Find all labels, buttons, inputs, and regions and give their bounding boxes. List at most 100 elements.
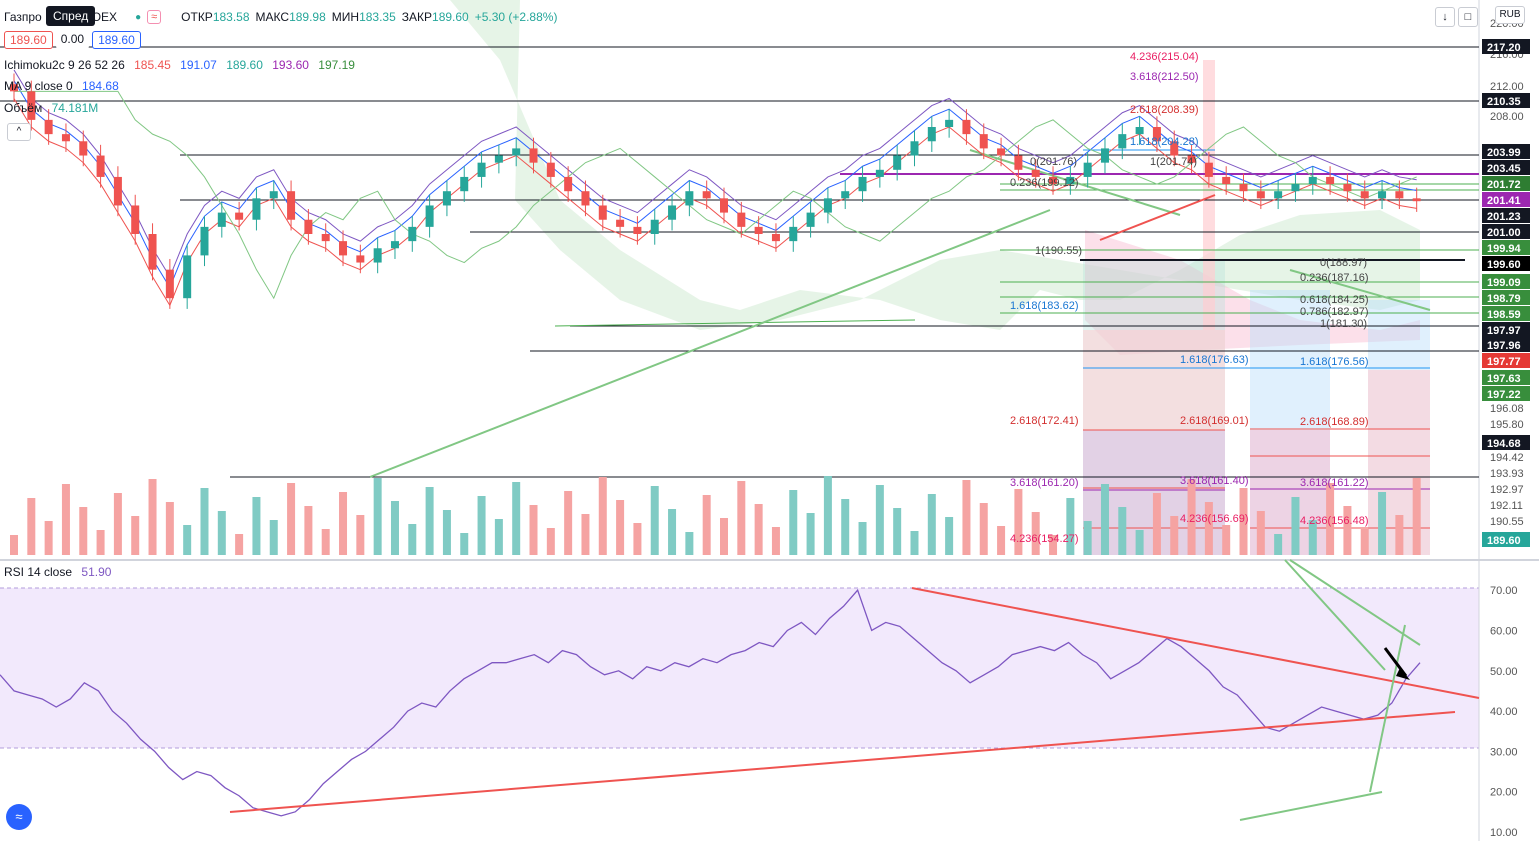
- tradingview-logo-icon[interactable]: ≈: [6, 804, 32, 830]
- candle-body: [131, 205, 140, 234]
- price-label: 198.79: [1487, 293, 1521, 305]
- ma-label: MA 9 close 0: [4, 79, 73, 93]
- fib-level-label: 0(188.97): [1320, 257, 1367, 269]
- volume-bar: [1187, 479, 1196, 555]
- ichimoku-legend[interactable]: Ichimoku2c 9 26 52 26 185.45 191.07 189.…: [4, 58, 361, 72]
- rsi-green-line-2[interactable]: [1289, 559, 1421, 646]
- collapse-legend-button[interactable]: ^: [7, 123, 31, 141]
- candle-body: [1014, 155, 1023, 170]
- volume-bar: [771, 527, 780, 555]
- fib-level-label: 3.618(161.22): [1300, 477, 1369, 489]
- price-label: 201.00: [1487, 227, 1521, 239]
- rsi-legend[interactable]: RSI 14 close 51.90: [4, 565, 117, 579]
- fib-level-label: 0.786(182.97): [1300, 306, 1369, 318]
- volume-bar: [720, 518, 728, 555]
- ask-button[interactable]: 189.60: [92, 31, 141, 49]
- volume-bar: [1343, 506, 1352, 555]
- rsi-support-line[interactable]: [229, 711, 1456, 813]
- volume-bar: [512, 482, 521, 555]
- volume-bar: [1326, 483, 1335, 555]
- price-label: 197.96: [1487, 340, 1521, 352]
- candle-body: [685, 191, 694, 206]
- price-label-bg: [1482, 224, 1530, 239]
- rsi-resistance-line[interactable]: [911, 587, 1480, 699]
- volume-bar: [460, 533, 469, 555]
- volume-bar: [789, 490, 798, 555]
- candle-body: [841, 191, 850, 199]
- price-label: 203.99: [1487, 147, 1521, 159]
- candle-body: [598, 205, 607, 220]
- rsi-green-line-3[interactable]: [1369, 624, 1406, 793]
- candle-body: [910, 141, 919, 156]
- candle-body: [1170, 141, 1179, 156]
- volume-bar: [754, 504, 763, 555]
- candle-body: [806, 212, 815, 227]
- volume-value: 74.181M: [51, 101, 99, 115]
- candle-body: [616, 219, 625, 227]
- price-tick: 193.93: [1490, 468, 1524, 480]
- price-label: 197.22: [1487, 389, 1521, 401]
- trendline-green[interactable]: [369, 209, 1051, 478]
- candle-body: [339, 241, 348, 256]
- volume-legend[interactable]: Объём 74.181M: [4, 101, 104, 115]
- price-label-bg: [1482, 160, 1530, 175]
- fib-level-label: 2.618(208.39): [1130, 104, 1199, 116]
- volume-bar: [442, 510, 451, 555]
- candle-body: [1187, 155, 1196, 163]
- price-label-bg: [1482, 337, 1530, 352]
- candle-body: [61, 134, 70, 142]
- price-tick: 190.55: [1490, 516, 1524, 528]
- trendline-green-3[interactable]: [1289, 269, 1431, 311]
- volume-bar: [165, 502, 174, 555]
- rsi-label: RSI 14 close: [4, 565, 73, 579]
- ohlc-open: ОТКР183.58: [181, 10, 249, 24]
- fib-level-label: 2.618(168.89): [1300, 416, 1369, 428]
- candle-body: [1204, 162, 1213, 177]
- candle-body: [1291, 184, 1300, 192]
- volume-bar: [806, 513, 815, 555]
- volume-bar: [1014, 489, 1023, 555]
- fib-level-label: 1.618(176.56): [1300, 356, 1369, 368]
- rsi-tick: 20.00: [1490, 787, 1518, 799]
- currency-button[interactable]: RUB: [1495, 6, 1525, 24]
- volume-bar: [1256, 511, 1265, 555]
- price-axis[interactable]: 220.00216.00212.00208.00196.08195.80194.…: [1482, 18, 1530, 547]
- candle-body: [373, 248, 382, 263]
- fib-zone-upper: [1203, 60, 1215, 330]
- price-label-bg: [1482, 240, 1530, 255]
- rsi-axis[interactable]: 70.00 60.00 50.00 40.00 30.00 20.00 10.00: [1490, 585, 1518, 839]
- volume-bar: [702, 495, 711, 555]
- trendline-red[interactable]: [1099, 194, 1216, 241]
- candle-body: [165, 269, 174, 299]
- bid-button[interactable]: 189.60: [4, 31, 53, 49]
- download-icon[interactable]: ↓: [1435, 7, 1455, 27]
- candle-body: [546, 162, 555, 177]
- fib-level-label: 1.618(204.28): [1130, 136, 1199, 148]
- volume-bar: [841, 499, 850, 555]
- candle-body: [217, 212, 226, 227]
- candle-body: [754, 226, 763, 234]
- ohlc-low: МИН183.35: [332, 10, 396, 24]
- volume-bar: [1291, 497, 1300, 555]
- wave-icon[interactable]: ≈: [147, 10, 162, 24]
- ma-legend[interactable]: MA 9 close 0 184.68: [4, 79, 125, 93]
- volume-bar: [1204, 502, 1213, 555]
- spread-value: 0.00: [55, 31, 90, 49]
- rsi-green-line-4[interactable]: [1239, 791, 1383, 821]
- candle-body: [633, 226, 642, 234]
- trendline-green-2[interactable]: [969, 149, 1181, 216]
- volume-bar: [183, 525, 192, 555]
- fib-level-label: 0(201.76): [1030, 156, 1077, 168]
- price-label: 199.60: [1487, 259, 1521, 271]
- volume-bar: [339, 492, 348, 555]
- restore-icon[interactable]: □: [1458, 7, 1478, 27]
- volume-bar: [200, 488, 209, 555]
- close-value: 189.60: [432, 10, 469, 24]
- symbol-name[interactable]: Газпро: [4, 10, 42, 24]
- rsi-green-line-1[interactable]: [1284, 559, 1386, 671]
- candle-body: [1343, 184, 1352, 192]
- candle-body: [1412, 198, 1421, 202]
- price-label-bg: [1482, 274, 1530, 289]
- price-label-bg: [1482, 39, 1530, 54]
